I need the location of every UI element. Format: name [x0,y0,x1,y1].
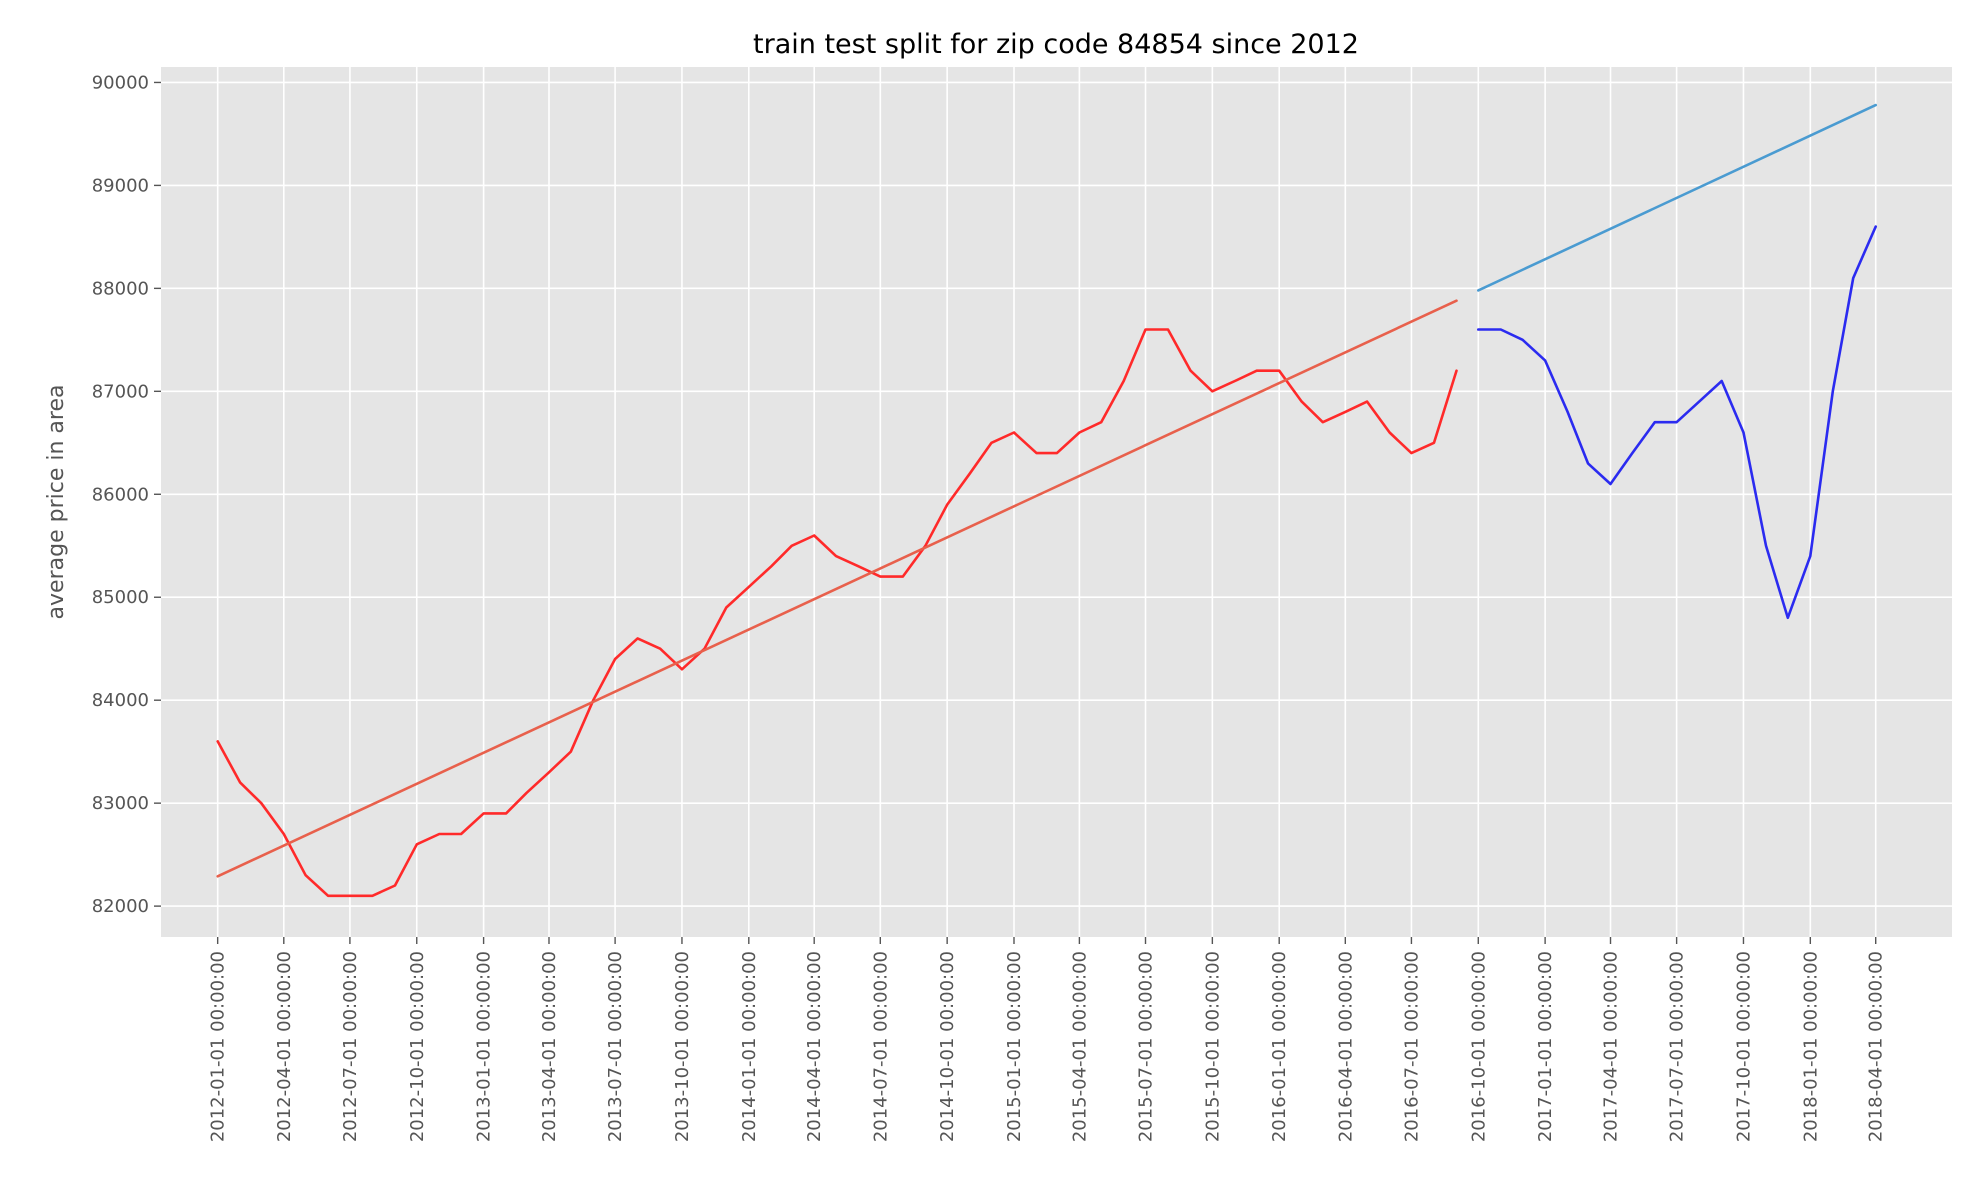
x-tick-label: 2014-10-01 00:00:00 [937,951,958,1142]
x-tick-label: 2014-01-01 00:00:00 [739,951,760,1142]
series-line-1 [216,328,1458,898]
y-tick-label: 90000 [92,72,149,93]
y-tick-label: 87000 [92,381,149,402]
x-tick-label: 2018-04-01 00:00:00 [1866,951,1887,1142]
x-tick-label: 2012-01-01 00:00:00 [208,951,229,1142]
x-tick-label: 2016-04-01 00:00:00 [1335,951,1356,1142]
series-line-2 [216,299,1458,878]
y-tick-label: 84000 [92,690,149,711]
x-tick-label: 2014-07-01 00:00:00 [870,951,891,1142]
x-tick-label: 2013-10-01 00:00:00 [672,951,693,1142]
y-tick-label: 88000 [92,278,149,299]
x-tick-label: 2015-10-01 00:00:00 [1202,951,1223,1142]
y-tick-label: 89000 [92,175,149,196]
x-tick-label: 2013-01-01 00:00:00 [474,951,495,1142]
x-tick-label: 2016-10-01 00:00:00 [1468,951,1489,1142]
series-line-4 [1477,103,1877,292]
y-tick-labels: 82000 83000 84000 85000 86000 87000 88000 89000… [92,72,161,917]
plot-background [161,67,1952,937]
x-tick-label: 2016-07-01 00:00:00 [1401,951,1422,1142]
x-tick-label: 2016-01-01 00:00:00 [1269,951,1290,1142]
y-tick-label: 85000 [92,587,149,608]
x-tick-label: 2012-10-01 00:00:00 [407,951,428,1142]
x-tick-label: 2015-07-01 00:00:00 [1136,951,1157,1142]
x-tick-label: 2014-04-01 00:00:00 [804,951,825,1142]
x-tick-label: 2015-01-01 00:00:00 [1004,951,1025,1142]
x-tick-label: 2017-04-01 00:00:00 [1601,951,1622,1142]
x-tick-label: 2015-04-01 00:00:00 [1069,951,1090,1142]
x-tick-label: 2012-04-01 00:00:00 [274,951,295,1142]
y-axis-label: average price in area [44,385,69,620]
y-tick-label: 83000 [92,793,149,814]
chart-title: train test split for zip code 84854 sinc… [753,29,1359,60]
series-line-3 [1477,225,1877,620]
x-tick-label: 2017-07-01 00:00:00 [1667,951,1688,1142]
x-tick-label: 2013-04-01 00:00:00 [539,951,560,1142]
x-tick-label: 2018-01-01 00:00:00 [1800,951,1821,1142]
vertical-gridlines [216,67,1877,937]
x-tick-label: 2017-01-01 00:00:00 [1535,951,1556,1142]
horizontal-gridlines [161,81,1952,907]
y-tick-label: 86000 [92,484,149,505]
x-tick-labels: 2012-01-01 00:00:00 2012-04-01 00:00:00 20… [208,937,1887,1142]
x-tick-label: 2017-10-01 00:00:00 [1733,951,1754,1142]
y-tick-label: 82000 [92,896,149,917]
x-tick-label: 2012-07-01 00:00:00 [340,951,361,1142]
series-lines [216,103,1877,898]
x-tick-label: 2013-07-01 00:00:00 [605,951,626,1142]
